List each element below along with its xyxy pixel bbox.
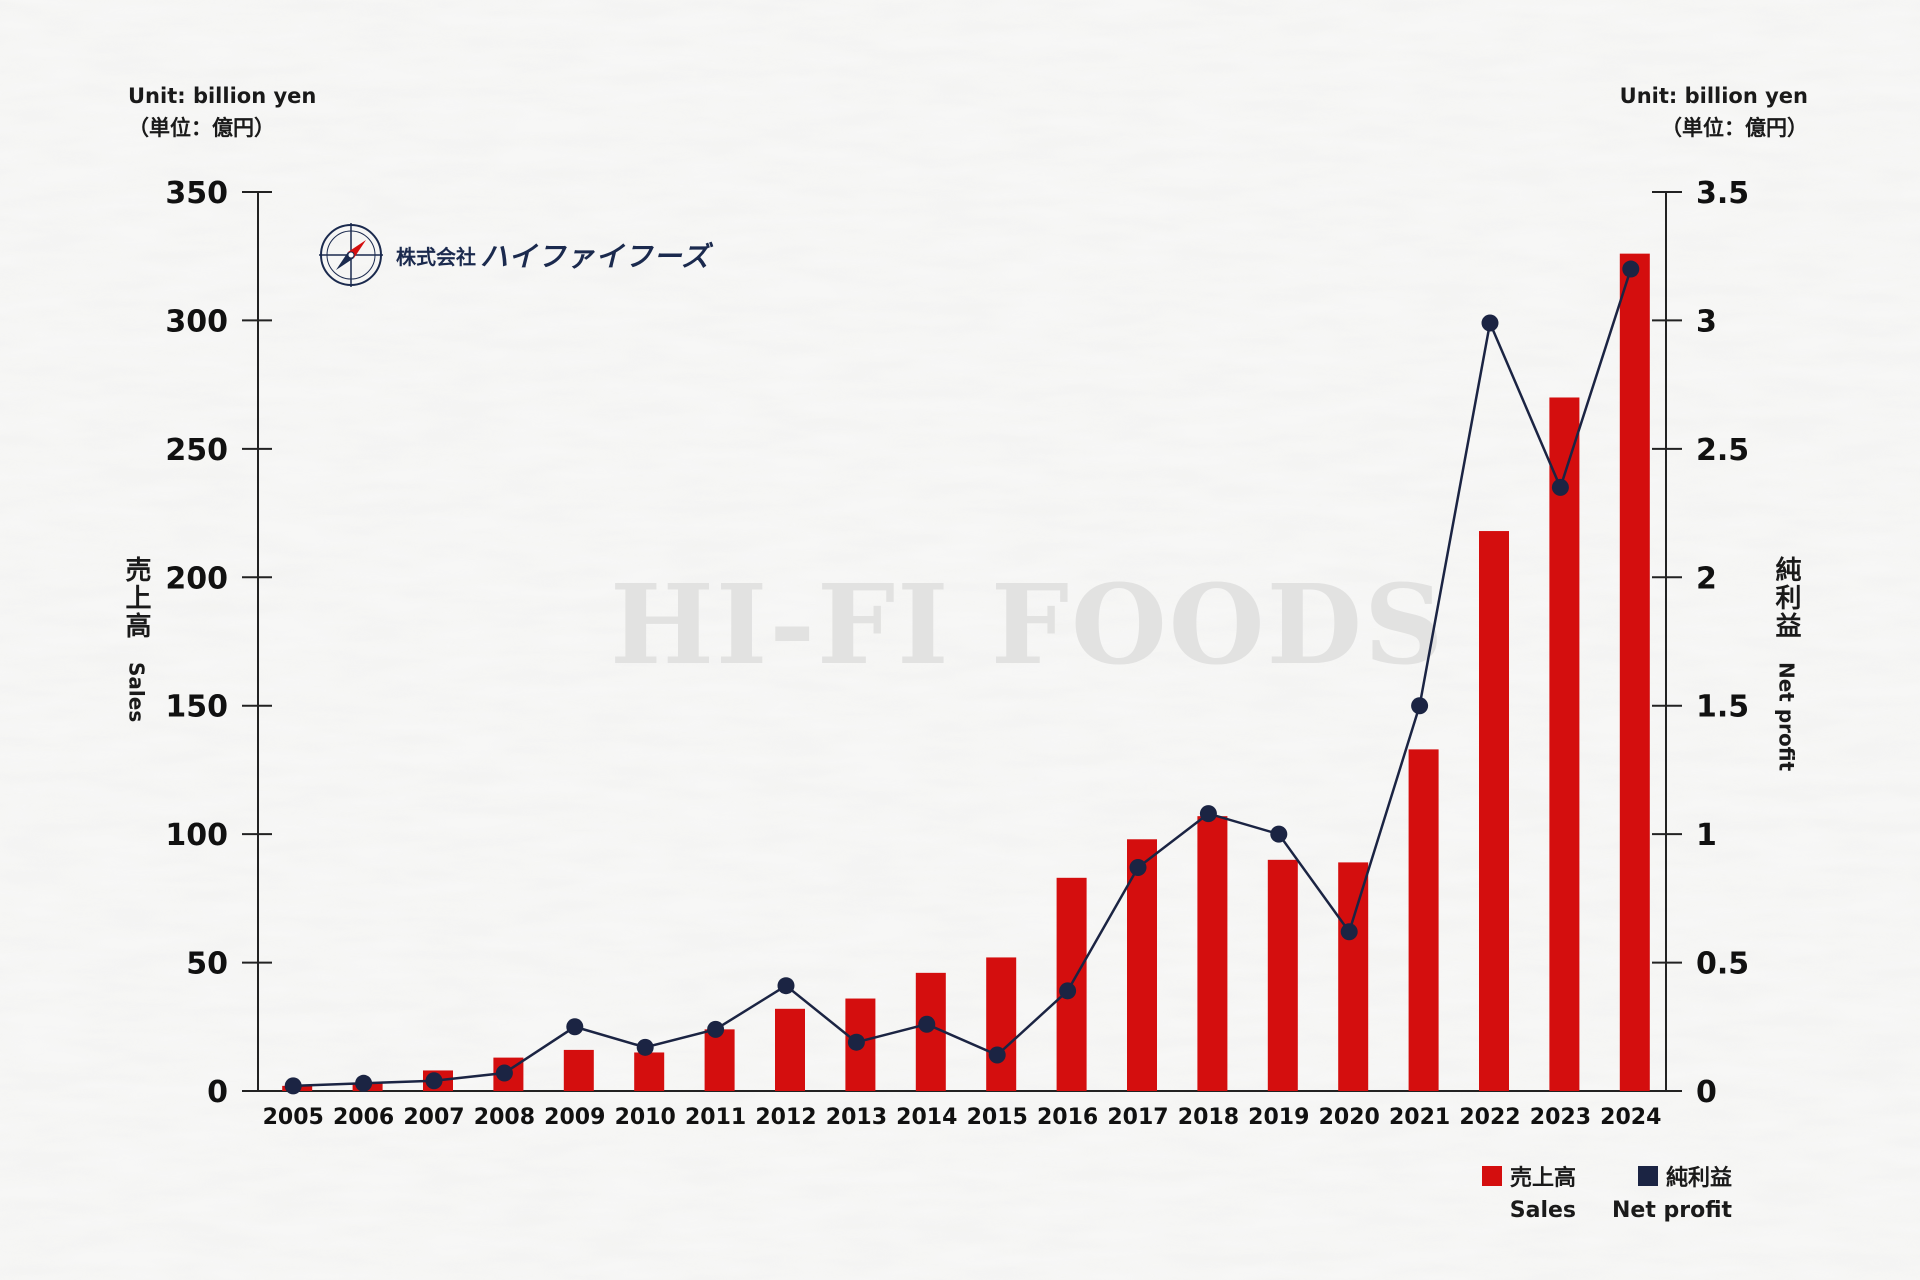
profit-point — [1622, 260, 1640, 278]
profit-point — [1340, 923, 1358, 941]
right-axis-title-jp: 純利益 — [1771, 556, 1801, 640]
legend-swatch-profit — [1638, 1166, 1659, 1186]
left-unit-jp: （単位：億円） — [128, 116, 275, 140]
x-tick-label: 2006 — [333, 1105, 394, 1130]
profit-point — [707, 1020, 725, 1038]
x-tick-label: 2023 — [1530, 1105, 1591, 1130]
profit-point — [1059, 982, 1077, 1000]
x-tick-label: 2021 — [1389, 1105, 1450, 1130]
x-tick-label: 2016 — [1037, 1105, 1098, 1130]
legend: 売上高 Sales 純利益 Net profit — [1482, 1160, 1732, 1223]
right-tick-label: 2.5 — [1696, 433, 1749, 468]
x-tick-label: 2007 — [403, 1105, 464, 1130]
x-tick-label: 2014 — [896, 1105, 957, 1130]
left-tick-label: 0 — [207, 1075, 228, 1110]
logo-company-prefix: 株式会社 — [396, 244, 476, 269]
right-tick-label: 0 — [1696, 1075, 1717, 1110]
left-tick-label: 200 — [165, 561, 228, 596]
x-tick-label: 2022 — [1459, 1105, 1520, 1130]
sales-bar — [1549, 397, 1580, 1091]
sales-bar — [704, 1029, 735, 1091]
right-tick-label: 0.5 — [1696, 947, 1749, 982]
profit-point — [918, 1015, 936, 1033]
right-unit-jp: （単位：億円） — [1661, 116, 1808, 140]
x-tick-label: 2017 — [1107, 1105, 1168, 1130]
legend-item-sales: 売上高 Sales — [1482, 1160, 1576, 1223]
sales-bar — [986, 957, 1017, 1091]
right-tick-label: 1 — [1696, 818, 1717, 853]
left-tick-label: 300 — [165, 304, 228, 339]
sales-bar — [563, 1049, 594, 1091]
profit-point — [284, 1077, 302, 1095]
sales-bar — [1479, 531, 1509, 1091]
profit-point — [636, 1038, 654, 1056]
x-tick-label: 2020 — [1319, 1105, 1380, 1130]
legend-label-sales-jp: 売上高 — [1510, 1166, 1577, 1191]
legend-item-profit: 純利益 Net profit — [1612, 1160, 1732, 1223]
x-tick-label: 2012 — [755, 1105, 816, 1130]
profit-point — [777, 977, 795, 995]
x-tick-label: 2010 — [615, 1105, 676, 1130]
sales-bar — [1197, 816, 1228, 1091]
profit-point — [847, 1033, 865, 1051]
logo-company-name: ハイファイフーズ — [480, 240, 711, 273]
sales-bar — [915, 972, 946, 1091]
profit-point — [1481, 314, 1499, 332]
x-tick-label: 2024 — [1600, 1105, 1661, 1130]
left-unit-en: Unit: billion yen — [128, 84, 317, 108]
x-tick-label: 2013 — [826, 1105, 887, 1130]
profit-point — [1199, 805, 1217, 823]
legend-label-profit-jp: 純利益 — [1666, 1166, 1733, 1191]
left-axis-title-jp: 売上高 — [121, 556, 151, 640]
left-tick-label: 50 — [186, 947, 228, 982]
x-tick-label: 2019 — [1248, 1105, 1309, 1130]
x-tick-label: 2011 — [685, 1105, 746, 1130]
x-tick-label: 2018 — [1178, 1105, 1239, 1130]
profit-point — [355, 1074, 373, 1092]
right-tick-label: 3 — [1696, 304, 1717, 339]
profit-line — [293, 268, 1632, 1088]
right-unit-en: Unit: billion yen — [1619, 84, 1808, 108]
left-axis-title-en: Sales — [124, 662, 149, 723]
profit-point — [566, 1018, 584, 1036]
sales-bar — [1267, 859, 1298, 1091]
left-unit-label: Unit: billion yen （単位：億円） — [128, 80, 316, 144]
right-tick-label: 1.5 — [1696, 690, 1749, 725]
right-tick-label: 2 — [1696, 561, 1717, 596]
sales-bar — [634, 1052, 665, 1091]
left-tick-label: 250 — [165, 433, 228, 468]
left-axis-title: 売上高 Sales — [118, 556, 155, 722]
watermark: HI-FI FOODS — [610, 560, 1446, 689]
right-unit-label: Unit: billion yen （単位：億円） — [1620, 80, 1808, 144]
profit-point — [1411, 697, 1429, 715]
sales-bar — [1408, 749, 1439, 1091]
sales-bar — [1619, 253, 1650, 1091]
right-axis-title-en: Net profit — [1774, 662, 1799, 772]
left-tick-label: 100 — [165, 818, 228, 853]
left-tick-label: 150 — [165, 690, 228, 725]
company-logo: 株式会社 ハイファイフーズ — [318, 222, 710, 288]
x-tick-label: 2005 — [263, 1105, 324, 1130]
profit-point — [988, 1046, 1006, 1064]
legend-swatch-sales — [1482, 1166, 1502, 1186]
x-tick-label: 2009 — [544, 1105, 605, 1130]
legend-label-profit-en: Net profit — [1612, 1198, 1733, 1223]
right-tick-label: 3.5 — [1696, 176, 1749, 211]
sales-bar — [1338, 862, 1369, 1091]
compass-emblem-icon — [319, 223, 383, 287]
profit-point — [495, 1064, 513, 1082]
sales-bar — [1127, 839, 1157, 1091]
sales-bar — [775, 1008, 805, 1091]
profit-point — [1270, 825, 1288, 843]
x-tick-label: 2008 — [474, 1105, 535, 1130]
left-tick-label: 350 — [165, 176, 228, 211]
legend-label-sales-en: Sales — [1509, 1198, 1577, 1223]
x-tick-label: 2015 — [967, 1105, 1028, 1130]
profit-point — [1551, 478, 1569, 496]
profit-point — [425, 1072, 443, 1090]
profit-point — [1129, 859, 1147, 877]
right-axis-title: 純利益 Net profit — [1768, 556, 1805, 771]
